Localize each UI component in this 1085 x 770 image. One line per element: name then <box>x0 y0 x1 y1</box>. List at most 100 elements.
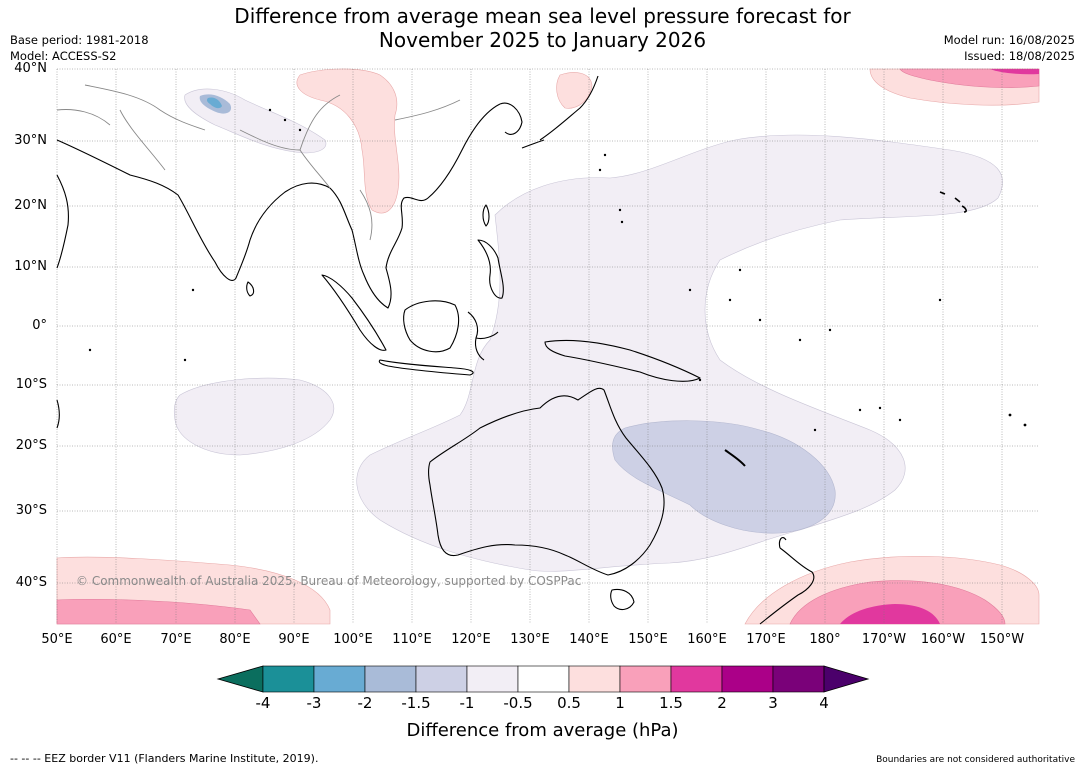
coastline-madagascar <box>56 399 60 429</box>
colorbar-tick-label: -1 <box>459 694 475 712</box>
coastline-java <box>378 359 474 376</box>
longitude-label: 60°E <box>100 632 132 647</box>
base-period: Base period: 1981-2018 <box>10 33 149 47</box>
latitude-label: 10°S <box>15 377 47 392</box>
longitude-label: 110°E <box>392 632 432 647</box>
colorbar-bin <box>670 665 723 693</box>
longitude-label: 160°W <box>920 632 966 647</box>
longitude-label: 50°E <box>41 632 73 647</box>
issued-date: Issued: 18/08/2025 <box>964 49 1075 63</box>
coastline-new-guinea <box>544 339 701 382</box>
latitude-label: 20°S <box>15 438 47 453</box>
colorbar-tick-label: 3 <box>768 694 778 712</box>
colorbar-bin <box>262 665 315 693</box>
latitude-label: 40°N <box>14 61 47 76</box>
anomaly-weak-negative-pacific <box>356 134 1003 572</box>
coastline-india <box>56 139 331 281</box>
coastline-sumatra <box>321 274 387 351</box>
coastline-australia <box>427 387 665 576</box>
coastlines <box>56 75 967 625</box>
colorbar-tick-label: 2 <box>717 694 727 712</box>
longitude-label: 150°E <box>628 632 668 647</box>
model-info: Base period: 1981-2018 Model: ACCESS-S2 <box>10 32 149 64</box>
latitude-label: 20°N <box>14 198 47 213</box>
coastline-indochina <box>329 103 501 309</box>
country-borders <box>56 84 461 241</box>
colorbar <box>216 665 870 693</box>
anomaly-negative-east-australia <box>612 420 836 534</box>
colorbar-tick-label: -4 <box>255 694 271 712</box>
colorbar-extend-max <box>823 665 870 693</box>
coastline-new-caledonia <box>724 449 746 467</box>
colorbar-bin <box>619 665 672 693</box>
model-name: Model: ACCESS-S2 <box>10 49 117 63</box>
anomaly-strong-positive-southeast <box>840 604 940 624</box>
boundaries-disclaimer: Boundaries are not considered authoritat… <box>876 755 1075 765</box>
coastline-japan <box>521 75 599 149</box>
colorbar-tick-label: 4 <box>819 694 829 712</box>
model-run-date: Model run: 16/08/2025 <box>943 33 1075 47</box>
coastline-korea <box>499 102 523 135</box>
colorbar-tick-label: 1.5 <box>659 694 683 712</box>
longitude-label: 90°E <box>278 632 310 647</box>
colorbar-bin <box>466 665 519 693</box>
coastline-taiwan <box>482 204 490 227</box>
latitude-label: 10°N <box>14 259 47 274</box>
anomaly-positive-southeast <box>789 580 1006 625</box>
latitude-label: 0° <box>32 318 47 333</box>
border-lines <box>56 84 461 241</box>
colorbar-tick-label: -0.5 <box>503 694 533 712</box>
longitude-label: 170°E <box>746 632 786 647</box>
anomaly-weak-positive-east-china <box>556 72 593 109</box>
eez-border-note: -- -- -- EEZ border V11 (Flanders Marine… <box>10 752 319 765</box>
anomaly-positive-southwest <box>56 599 261 625</box>
latitude-label: 40°S <box>15 575 47 590</box>
latitude-label: 30°S <box>15 503 47 518</box>
longitude-label: 180° <box>809 632 841 647</box>
longitude-label: 160°E <box>687 632 727 647</box>
longitude-label: 130°E <box>510 632 550 647</box>
title-line-2: November 2025 to January 2026 <box>378 28 707 52</box>
colorbar-tick-label: -3 <box>306 694 322 712</box>
coastline-tasmania <box>610 588 635 611</box>
colorbar-bin <box>313 665 366 693</box>
coastline-borneo <box>403 300 460 353</box>
run-info: Model run: 16/08/2025 Issued: 18/08/2025 <box>944 32 1075 64</box>
coastline-new-zealand <box>759 537 815 625</box>
graticule <box>56 68 1039 624</box>
longitude-label: 70°E <box>160 632 192 647</box>
colorbar-bin <box>721 665 774 693</box>
colorbar-bin <box>415 665 468 693</box>
anomaly-fields <box>56 68 1040 625</box>
colorbar-tick-label: -2 <box>357 694 373 712</box>
colorbar-title: Difference from average (hPa) <box>406 720 679 741</box>
colorbar-tick-label: 0.5 <box>557 694 581 712</box>
colorbar-tick-label: -1.5 <box>401 694 431 712</box>
anomaly-weak-positive-north-china <box>296 68 400 214</box>
latitude-label: 30°N <box>14 133 47 148</box>
longitude-label: 120°E <box>451 632 491 647</box>
longitude-label: 170°W <box>861 632 907 647</box>
coastline-sulawesi <box>467 311 499 361</box>
anomaly-strong-negative-himalaya <box>206 97 222 109</box>
longitude-label: 80°E <box>219 632 251 647</box>
map-title: Difference from average mean sea level p… <box>0 4 1085 52</box>
pacific-islands <box>88 108 1027 432</box>
colorbar-bin <box>568 665 621 693</box>
colorbar-bin <box>364 665 417 693</box>
coastline-hawaii <box>939 191 967 213</box>
colorbar-bin <box>772 665 825 693</box>
longitude-label: 140°E <box>569 632 609 647</box>
coastline-philippines <box>477 239 504 299</box>
colorbar-bin <box>517 665 570 693</box>
title-line-1: Difference from average mean sea level p… <box>234 4 851 28</box>
colorbar-tick-label: 1 <box>615 694 625 712</box>
copyright-notice: © Commonwealth of Australia 2025, Bureau… <box>76 574 582 588</box>
longitude-label: 100°E <box>333 632 373 647</box>
longitude-label: 150°W <box>979 632 1025 647</box>
colorbar-extend-min <box>216 665 264 693</box>
anomaly-strong-positive-north-pacific <box>990 69 1039 75</box>
coastline-sri-lanka <box>246 281 255 297</box>
coastline-arabia <box>56 174 69 269</box>
